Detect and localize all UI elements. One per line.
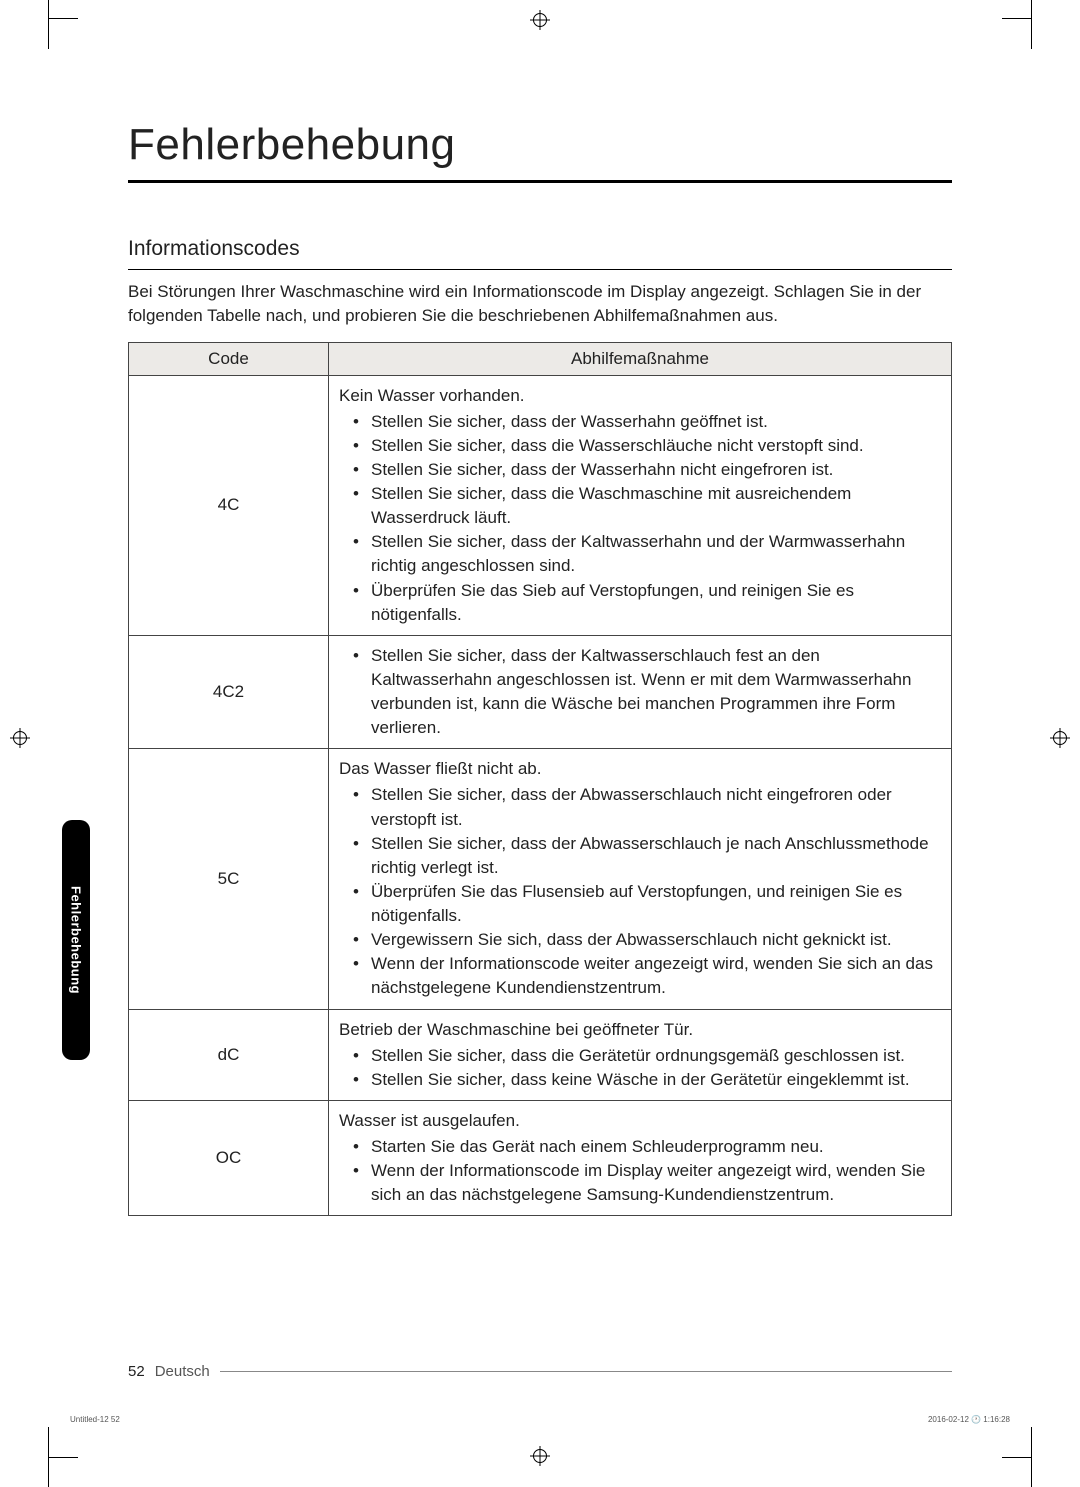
imprint-left: Untitled-12 52: [70, 1415, 120, 1424]
table-row: dC Betrieb der Waschmaschine bei geöffnet…: [129, 1009, 952, 1100]
intro-text: Bei Störungen Ihrer Waschmaschine wird e…: [128, 280, 952, 328]
list-item: Wenn der Informationscode im Display wei…: [357, 1159, 941, 1207]
action-list: Stellen Sie sicher, dass der Wasserhahn …: [339, 410, 941, 627]
action-cell: Stellen Sie sicher, dass der Kaltwassers…: [329, 635, 952, 749]
list-item: Stellen Sie sicher, dass der Wasserhahn …: [357, 410, 941, 434]
action-cell: Das Wasser fließt nicht ab.Stellen Sie s…: [329, 749, 952, 1009]
table-row: OCWasser ist ausgelaufen.Starten Sie das…: [129, 1100, 952, 1216]
code-cell: 4C: [129, 375, 329, 635]
action-lead: Kein Wasser vorhanden.: [339, 384, 941, 408]
registration-mark: [10, 728, 30, 748]
action-cell: Wasser ist ausgelaufen.Starten Sie das G…: [329, 1100, 952, 1216]
action-cell: Kein Wasser vorhanden.Stellen Sie sicher…: [329, 375, 952, 635]
side-tab: Fehlerbehebung: [62, 820, 90, 1060]
action-list: Starten Sie das Gerät nach einem Schleud…: [339, 1135, 941, 1207]
list-item: Stellen Sie sicher, dass der Abwassersch…: [357, 783, 941, 831]
codes-table: Code Abhilfemaßnahme 4CKein Wasser vorha…: [128, 342, 952, 1217]
list-item: Stellen Sie sicher, dass der Wasserhahn …: [357, 458, 941, 482]
list-item: Stellen Sie sicher, dass der Kaltwasserh…: [357, 530, 941, 578]
action-list: Stellen Sie sicher, dass die Gerätetür o…: [339, 1044, 941, 1092]
action-cell: Betrieb der Waschmaschine bei geöffneter…: [329, 1009, 952, 1100]
code-cell: OC: [129, 1100, 329, 1216]
registration-mark: [530, 1446, 550, 1466]
code-cell: 4C2: [129, 635, 329, 749]
crop-mark: [1002, 18, 1032, 48]
list-item: Stellen Sie sicher, dass die Wasserschlä…: [357, 434, 941, 458]
list-item: Stellen Sie sicher, dass die Waschmaschi…: [357, 482, 941, 530]
footer-language: Deutsch: [155, 1363, 210, 1380]
table-row: 4C2 Stellen Sie sicher, dass der Kaltwass…: [129, 635, 952, 749]
col-header-action: Abhilfemaßnahme: [329, 342, 952, 375]
list-item: Überprüfen Sie das Sieb auf Verstopfunge…: [357, 579, 941, 627]
list-item: Wenn der Informationscode weiter angezei…: [357, 952, 941, 1000]
page-footer: 52 Deutsch: [128, 1363, 952, 1380]
registration-mark: [530, 10, 550, 30]
list-item: Stellen Sie sicher, dass keine Wäsche in…: [357, 1068, 941, 1092]
list-item: Stellen Sie sicher, dass die Gerätetür o…: [357, 1044, 941, 1068]
table-row: 4CKein Wasser vorhanden.Stellen Sie sich…: [129, 375, 952, 635]
list-item: Überprüfen Sie das Flusensieb auf Versto…: [357, 880, 941, 928]
crop-mark: [48, 1428, 78, 1458]
action-lead: Wasser ist ausgelaufen.: [339, 1109, 941, 1133]
table-row: 5CDas Wasser fließt nicht ab.Stellen Sie…: [129, 749, 952, 1009]
col-header-code: Code: [129, 342, 329, 375]
registration-mark: [1050, 728, 1070, 748]
footer-rule: [220, 1371, 952, 1372]
action-list: Stellen Sie sicher, dass der Abwassersch…: [339, 783, 941, 1000]
list-item: Starten Sie das Gerät nach einem Schleud…: [357, 1135, 941, 1159]
page-number: 52: [128, 1363, 145, 1380]
page-content: Fehlerbehebung Informationscodes Bei Stö…: [128, 120, 952, 1416]
code-cell: dC: [129, 1009, 329, 1100]
list-item: Stellen Sie sicher, dass der Abwassersch…: [357, 832, 941, 880]
page-title: Fehlerbehebung: [128, 120, 952, 183]
code-cell: 5C: [129, 749, 329, 1009]
action-lead: Das Wasser fließt nicht ab.: [339, 757, 941, 781]
crop-mark: [48, 18, 78, 48]
action-lead: Betrieb der Waschmaschine bei geöffneter…: [339, 1018, 941, 1042]
list-item: Stellen Sie sicher, dass der Kaltwassers…: [357, 644, 941, 741]
list-item: Vergewissern Sie sich, dass der Abwasser…: [357, 928, 941, 952]
crop-mark: [1002, 1428, 1032, 1458]
section-heading: Informationscodes: [128, 237, 952, 270]
imprint-right: 2016-02-12 🕐 1:16:28: [928, 1415, 1010, 1424]
action-list: Stellen Sie sicher, dass der Kaltwassers…: [339, 644, 941, 741]
